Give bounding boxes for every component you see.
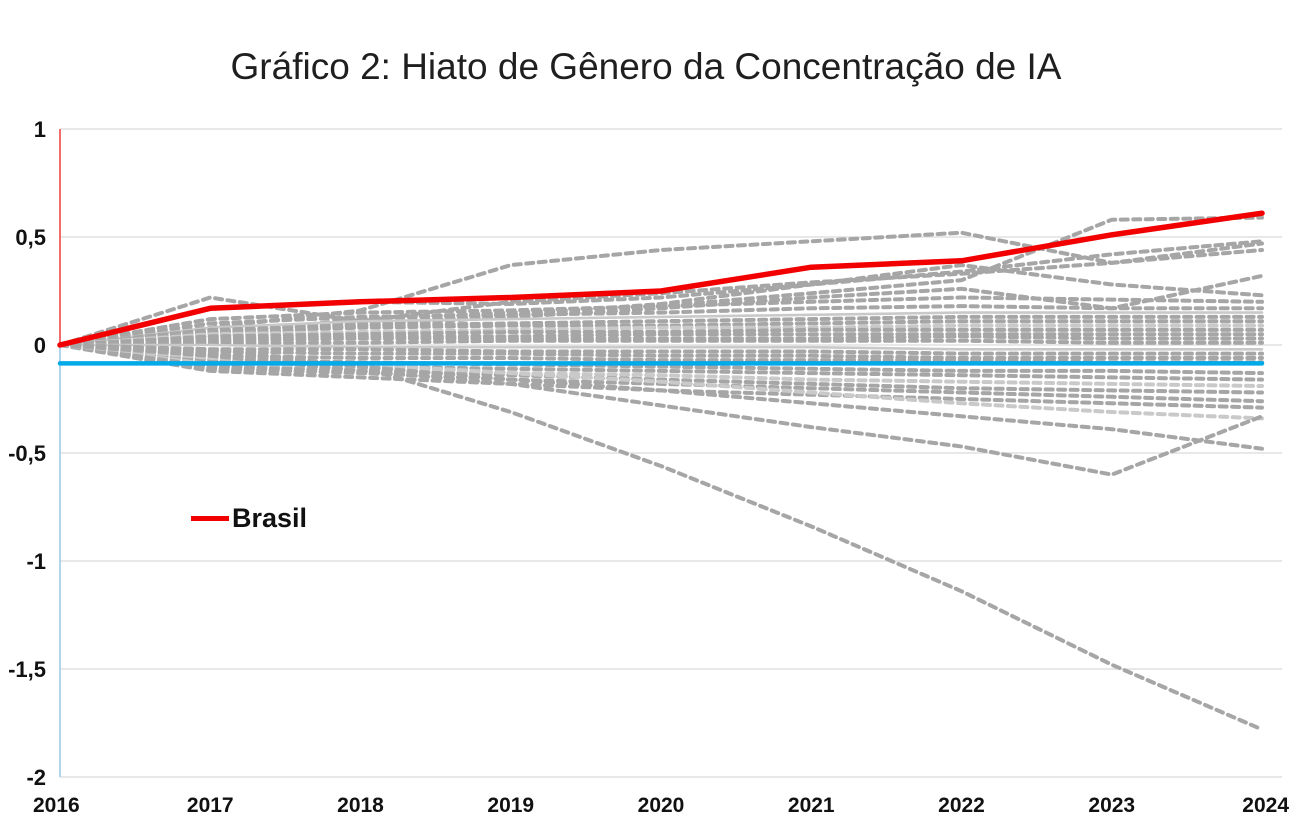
series-line-country-14 [58,332,1264,347]
y-tick-label: -1 [26,549,46,574]
series-line-country-12 [58,323,1264,347]
series-line-country-08 [58,304,1264,347]
legend: Brasil [191,505,307,532]
series-line-country-24 [58,343,1264,395]
series-line-country-10 [58,314,1264,347]
x-tick-label: 2018 [337,794,384,817]
series-line-country-25 [58,343,1264,404]
series-line-country-16 [58,338,1264,347]
legend-brasil-line-swatch [191,516,229,521]
chart-title: Gráfico 2: Hiato de Gênero da Concentraç… [230,46,1062,87]
y-tick-label: 1 [34,117,46,142]
series-line-country-11 [58,319,1264,347]
series-line-country-23 [58,343,1264,388]
series-line-country-18 [58,343,1264,356]
x-tick-label: 2016 [33,794,80,817]
x-tick-label: 2024 [1242,794,1289,817]
x-tick-label: 2023 [1088,794,1135,817]
series-line-country-19 [58,343,1264,360]
x-tick-label: 2019 [487,794,534,817]
x-tick-label: 2017 [187,794,234,817]
legend-brasil-label: Brasil [232,503,308,533]
series-line-country-15 [58,334,1264,347]
x-tick-label: 2022 [938,794,985,817]
y-tick-label: -0,5 [8,441,46,466]
series-line-country-13 [58,327,1264,347]
series-line-country-29 [58,343,1264,477]
y-tick-label: -1,5 [8,657,46,682]
y-tick-label: -2 [26,765,46,790]
y-tick-label: 0 [34,333,46,358]
series-line-country-17 [58,343,1264,351]
x-tick-label: 2020 [638,794,685,817]
series-line-brasil [57,210,1265,348]
series-line-country-28 [58,343,1264,451]
series-line-country-09 [58,311,1264,347]
series-line-country-07 [58,295,1264,347]
y-tick-label: 0,5 [15,225,46,250]
x-tick-label: 2021 [788,794,835,817]
series-line-country-30 [58,343,1264,732]
